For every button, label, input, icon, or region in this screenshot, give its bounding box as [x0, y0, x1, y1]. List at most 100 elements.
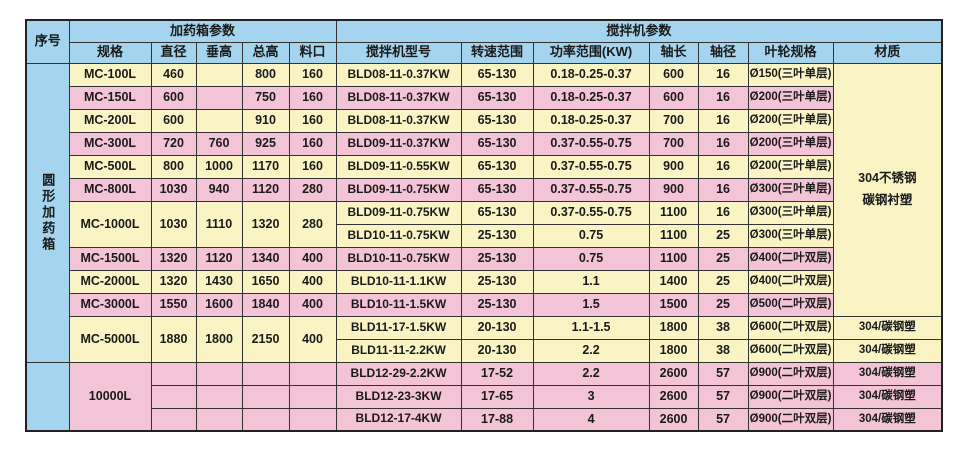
cell-vertical-height: 1110 [195, 200, 243, 248]
cell-speed: 65-130 [460, 108, 534, 133]
cell-speed: 65-130 [460, 62, 534, 87]
header-shaft-length: 轴长 [648, 41, 699, 64]
cell-model: BLD09-11-0.75KW [335, 200, 462, 225]
cell-diameter: 460 [150, 62, 197, 87]
table-row: BLD12-23-3KW 17-65 3 2600 57 Ø900(二叶双层) … [26, 384, 943, 409]
cell-shaft-length: 1100 [648, 200, 699, 225]
cell-power: 0.18-0.25-0.37 [532, 62, 650, 87]
cell-shaft-length: 1100 [648, 246, 699, 271]
cell-power: 0.75 [532, 246, 650, 271]
cell-port: 160 [288, 154, 337, 179]
cell-shaft-diameter: 16 [697, 154, 749, 179]
cell-shaft-length: 900 [648, 177, 699, 202]
cell-impeller: Ø300(三叶单层) [747, 177, 834, 202]
cell-port: 400 [288, 269, 337, 294]
cell-spec: MC-5000L [68, 315, 152, 363]
cell-power: 0.37-0.55-0.75 [532, 131, 650, 156]
material-line-2: 碳钢衬塑 [862, 192, 913, 207]
header-model: 搅拌机型号 [335, 41, 462, 64]
cell-spec: MC-1500L [68, 246, 152, 271]
cell-speed: 20-130 [460, 338, 534, 363]
cell-spec: 10000L [68, 361, 152, 432]
cell-port: 160 [288, 85, 337, 110]
table-row: MC-300L 720 760 925 160 BLD09-11-0.37KW … [26, 131, 942, 156]
cell-shaft-length: 2600 [648, 361, 699, 386]
cell-diameter: 600 [150, 85, 197, 110]
cell-shaft-length: 2600 [648, 407, 699, 432]
cell-power: 2.2 [532, 338, 650, 363]
serial-group-round-tank: 圆形加药箱 [25, 62, 70, 363]
cell-material: 304/碳钢塑 [832, 361, 943, 386]
cell-diameter [150, 384, 197, 409]
cell-total-height: 1840 [241, 292, 290, 317]
cell-shaft-length: 2600 [648, 384, 699, 409]
cell-spec: MC-2000L [68, 269, 152, 294]
header-port: 料口 [288, 41, 337, 64]
cell-spec: MC-500L [68, 154, 152, 179]
cell-shaft-length: 700 [648, 108, 699, 133]
cell-port: 400 [288, 315, 337, 363]
cell-shaft-diameter: 16 [697, 200, 749, 225]
header-group-mixer: 搅拌机参数 [335, 19, 943, 43]
cell-diameter: 1320 [150, 269, 197, 294]
table-row: MC-2000L 1320 1430 1650 400 BLD10-11-1.1… [26, 269, 942, 294]
cell-impeller: Ø900(二叶双层) [747, 361, 834, 386]
cell-total-height [241, 384, 290, 409]
cell-vertical-height: 1000 [195, 154, 243, 179]
cell-impeller: Ø400(二叶双层) [747, 269, 834, 294]
table-row: BLD11-11-2.2KW 20-130 2.2 1800 38 Ø600(二… [26, 338, 943, 363]
cell-total-height: 1170 [241, 154, 290, 179]
cell-total-height: 2150 [241, 315, 290, 363]
cell-diameter: 600 [150, 108, 197, 133]
cell-speed: 65-130 [460, 177, 534, 202]
header-group-tank: 加药箱参数 [68, 19, 337, 43]
cell-speed: 25-130 [460, 223, 534, 248]
cell-port: 400 [288, 246, 337, 271]
cell-vertical-height: 940 [195, 177, 243, 202]
cell-port: 400 [288, 292, 337, 317]
cell-shaft-length: 600 [648, 62, 699, 87]
cell-model: BLD12-23-3KW [335, 384, 462, 409]
cell-shaft-diameter: 25 [697, 246, 749, 271]
cell-model: BLD09-11-0.55KW [335, 154, 462, 179]
cell-port: 160 [288, 62, 337, 87]
cell-speed: 17-52 [460, 361, 534, 386]
cell-shaft-diameter: 57 [697, 361, 749, 386]
cell-model: BLD09-11-0.75KW [335, 177, 462, 202]
cell-shaft-length: 1500 [648, 292, 699, 317]
table-header: 序号 加药箱参数 搅拌机参数 规格 直径 垂高 总高 料口 搅拌机型号 转速范围… [25, 19, 943, 64]
cell-model: BLD12-17-4KW [335, 407, 462, 432]
cell-diameter: 800 [150, 154, 197, 179]
cell-diameter [150, 407, 197, 432]
cell-total-height [241, 361, 290, 386]
spec-table: 序号 加药箱参数 搅拌机参数 规格 直径 垂高 总高 料口 搅拌机型号 转速范围… [25, 19, 944, 432]
cell-diameter: 1320 [150, 246, 197, 271]
cell-material: 304/碳钢塑 [832, 338, 943, 363]
cell-diameter: 720 [150, 131, 197, 156]
table-row: MC-200L 600 910 160 BLD08-11-0.37KW 65-1… [26, 108, 942, 133]
cell-speed: 25-130 [460, 269, 534, 294]
header-diameter: 直径 [150, 41, 197, 64]
cell-vertical-height [195, 384, 243, 409]
cell-material: 304/碳钢塑 [832, 407, 943, 432]
cell-model: BLD11-17-1.5KW [335, 315, 462, 340]
cell-shaft-diameter: 16 [697, 131, 749, 156]
header-shaft-diameter: 轴径 [697, 41, 749, 64]
cell-diameter: 1030 [150, 200, 197, 248]
cell-power: 2.2 [532, 361, 650, 386]
cell-shaft-length: 700 [648, 131, 699, 156]
cell-total-height: 1340 [241, 246, 290, 271]
cell-vertical-height: 1430 [195, 269, 243, 294]
cell-shaft-length: 1100 [648, 223, 699, 248]
cell-impeller: Ø200(三叶单层) [747, 131, 834, 156]
cell-model: BLD11-11-2.2KW [335, 338, 462, 363]
cell-total-height: 925 [241, 131, 290, 156]
cell-total-height: 800 [241, 62, 290, 87]
cell-impeller: Ø200(三叶单层) [747, 154, 834, 179]
cell-diameter [150, 361, 197, 386]
cell-speed: 65-130 [460, 200, 534, 225]
cell-port: 160 [288, 131, 337, 156]
cell-speed: 25-130 [460, 246, 534, 271]
cell-shaft-length: 1400 [648, 269, 699, 294]
cell-diameter: 1030 [150, 177, 197, 202]
